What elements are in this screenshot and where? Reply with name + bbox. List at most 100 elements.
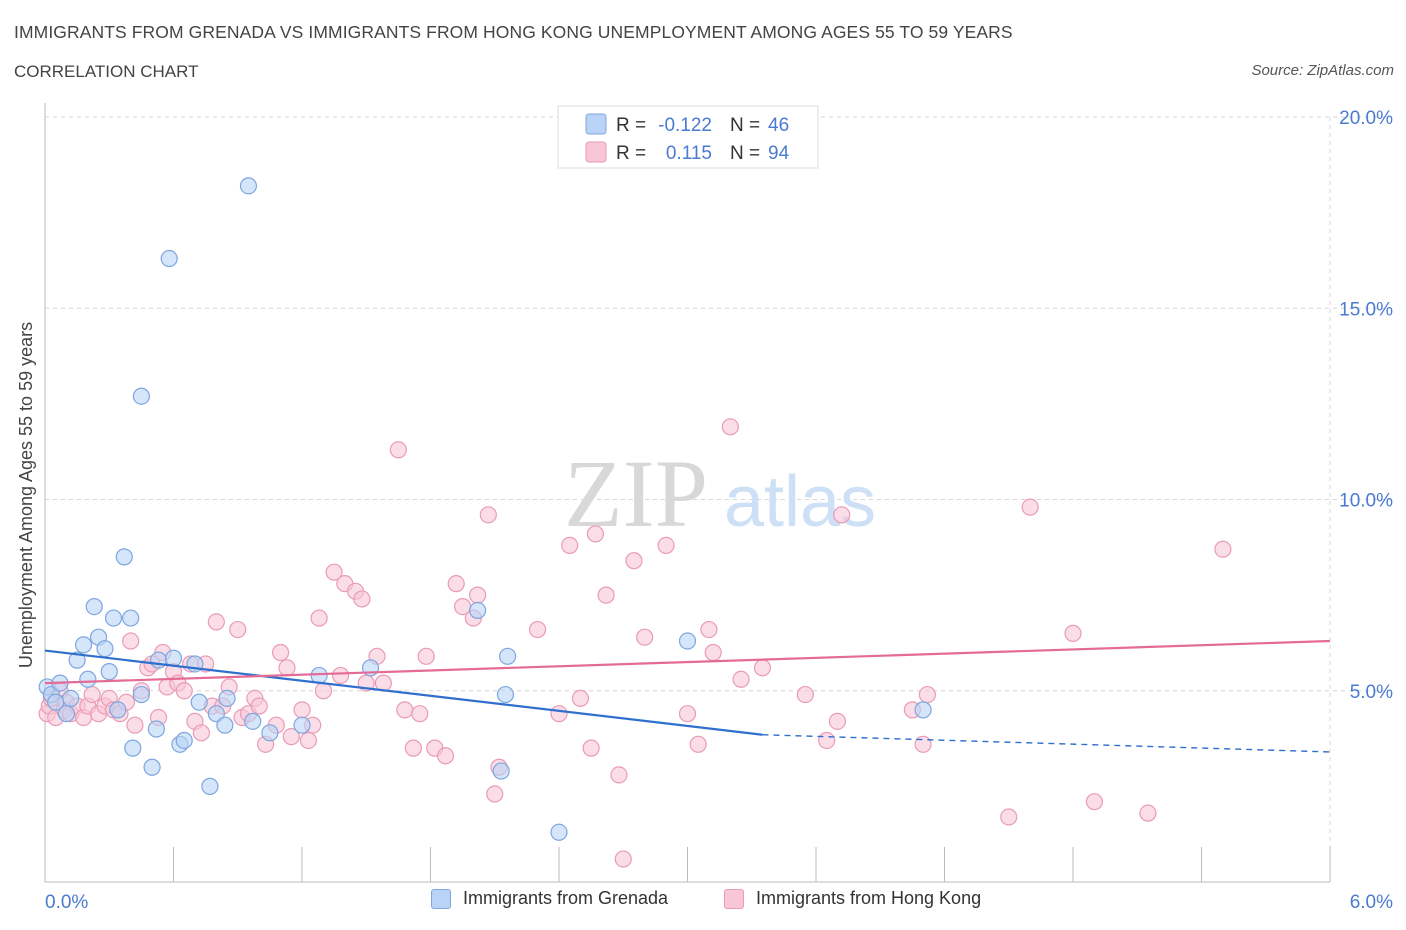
point-grenada: [62, 689, 80, 708]
point-hong-kong: [447, 575, 465, 593]
legend-label-grenada: Immigrants from Grenada: [463, 888, 669, 908]
tick-labels: 5.0% 10.0% 15.0% 20.0% 0.0% 6.0%: [45, 108, 1393, 913]
point-hong-kong: [700, 620, 718, 639]
point-hong-kong: [582, 739, 600, 757]
point-hong-kong: [389, 441, 407, 459]
point-grenada: [143, 758, 161, 776]
legend-r-label-grenada: R =: [616, 115, 646, 136]
point-grenada: [550, 823, 568, 841]
point-hong-kong: [833, 506, 851, 524]
point-hong-kong: [486, 785, 504, 803]
chart-subtitle: CORRELATION CHART: [14, 62, 199, 81]
point-grenada: [124, 739, 142, 757]
point-hong-kong: [278, 659, 296, 677]
legend-n-value-grenada: 46: [768, 115, 789, 136]
point-grenada: [492, 762, 510, 780]
point-grenada: [132, 387, 150, 405]
point-grenada: [96, 640, 114, 658]
point-grenada: [79, 670, 97, 688]
point-hong-kong: [469, 586, 487, 604]
point-grenada: [496, 685, 515, 704]
y-tick-label: 20.0%: [1339, 108, 1393, 129]
point-hong-kong: [732, 670, 750, 688]
point-grenada: [160, 249, 178, 268]
chart-title: IMMIGRANTS FROM GRENADA VS IMMIGRANTS FR…: [14, 22, 1013, 42]
point-grenada: [207, 705, 225, 723]
series-grenada-points: [38, 177, 932, 841]
watermark-atlas: atlas: [724, 462, 876, 542]
point-hong-kong: [404, 739, 422, 757]
legend-n-label-grenada: N =: [730, 115, 760, 136]
x-tick-label-min: 0.0%: [45, 892, 88, 913]
y-axis-label: Unemployment Among Ages 55 to 59 years: [16, 322, 36, 668]
point-hong-kong: [229, 620, 247, 639]
point-grenada: [147, 720, 165, 738]
point-hong-kong: [83, 685, 101, 704]
legend-r-value-hong-kong: 0.115: [666, 143, 712, 164]
y-tick-label: 10.0%: [1339, 491, 1393, 512]
point-grenada: [104, 609, 123, 627]
point-hong-kong: [636, 628, 654, 646]
point-hong-kong: [828, 712, 847, 730]
point-hong-kong: [678, 705, 697, 723]
point-hong-kong: [122, 632, 140, 650]
point-hong-kong: [704, 643, 722, 662]
point-hong-kong: [918, 685, 936, 704]
point-hong-kong: [207, 613, 225, 631]
point-grenada: [293, 716, 311, 734]
point-grenada: [499, 647, 517, 665]
point-hong-kong: [192, 724, 210, 742]
point-hong-kong: [625, 552, 643, 570]
legend-n-value-hong-kong: 94: [768, 143, 790, 164]
point-grenada: [149, 651, 168, 669]
legend-item-grenada: Immigrants from Grenada: [431, 888, 668, 909]
legend-label-hong-kong: Immigrants from Hong Kong: [756, 888, 982, 908]
point-grenada: [175, 731, 193, 750]
point-hong-kong: [914, 735, 932, 753]
point-hong-kong: [1085, 793, 1104, 811]
point-grenada: [115, 548, 133, 566]
trend-lines: [44, 639, 1331, 753]
watermark: ZIP atlas: [564, 440, 876, 547]
point-grenada: [469, 601, 487, 620]
watermark-zip: ZIP: [564, 440, 708, 547]
point-hong-kong: [586, 525, 605, 543]
y-tick-label: 15.0%: [1339, 299, 1393, 320]
legend-r-label-hong-kong: R =: [616, 143, 646, 164]
point-hong-kong: [396, 701, 414, 719]
trend-line-grenada: [44, 649, 763, 736]
point-hong-kong: [1214, 540, 1232, 558]
point-hong-kong: [436, 747, 455, 765]
source-label: Source: ZipAtlas.com: [1251, 62, 1394, 79]
point-hong-kong: [597, 586, 615, 604]
point-grenada: [132, 685, 150, 704]
point-hong-kong: [753, 659, 772, 677]
point-hong-kong: [818, 731, 836, 750]
point-hong-kong: [250, 697, 268, 715]
point-hong-kong: [571, 689, 590, 708]
point-grenada: [164, 649, 183, 667]
point-grenada: [109, 701, 127, 719]
point-hong-kong: [411, 705, 429, 723]
point-hong-kong: [657, 536, 675, 555]
point-hong-kong: [610, 766, 628, 784]
point-hong-kong: [689, 735, 707, 753]
point-hong-kong: [310, 609, 328, 627]
legend-series: Immigrants from Grenada Immigrants from …: [0, 888, 1406, 918]
point-hong-kong: [1139, 804, 1157, 822]
point-grenada: [57, 705, 76, 723]
point-hong-kong: [314, 682, 333, 700]
point-hong-kong: [1000, 808, 1018, 826]
point-hong-kong: [614, 850, 632, 868]
legend-swatch-hong-kong: [585, 141, 607, 163]
grid-lines: [45, 116, 1390, 882]
point-grenada: [85, 597, 103, 616]
point-hong-kong: [325, 563, 343, 581]
point-grenada: [678, 632, 697, 650]
point-grenada: [122, 609, 140, 627]
point-hong-kong: [1064, 624, 1082, 642]
x-tick-label-max: 6.0%: [1350, 892, 1393, 913]
point-hong-kong: [561, 536, 579, 555]
point-hong-kong: [126, 716, 144, 734]
